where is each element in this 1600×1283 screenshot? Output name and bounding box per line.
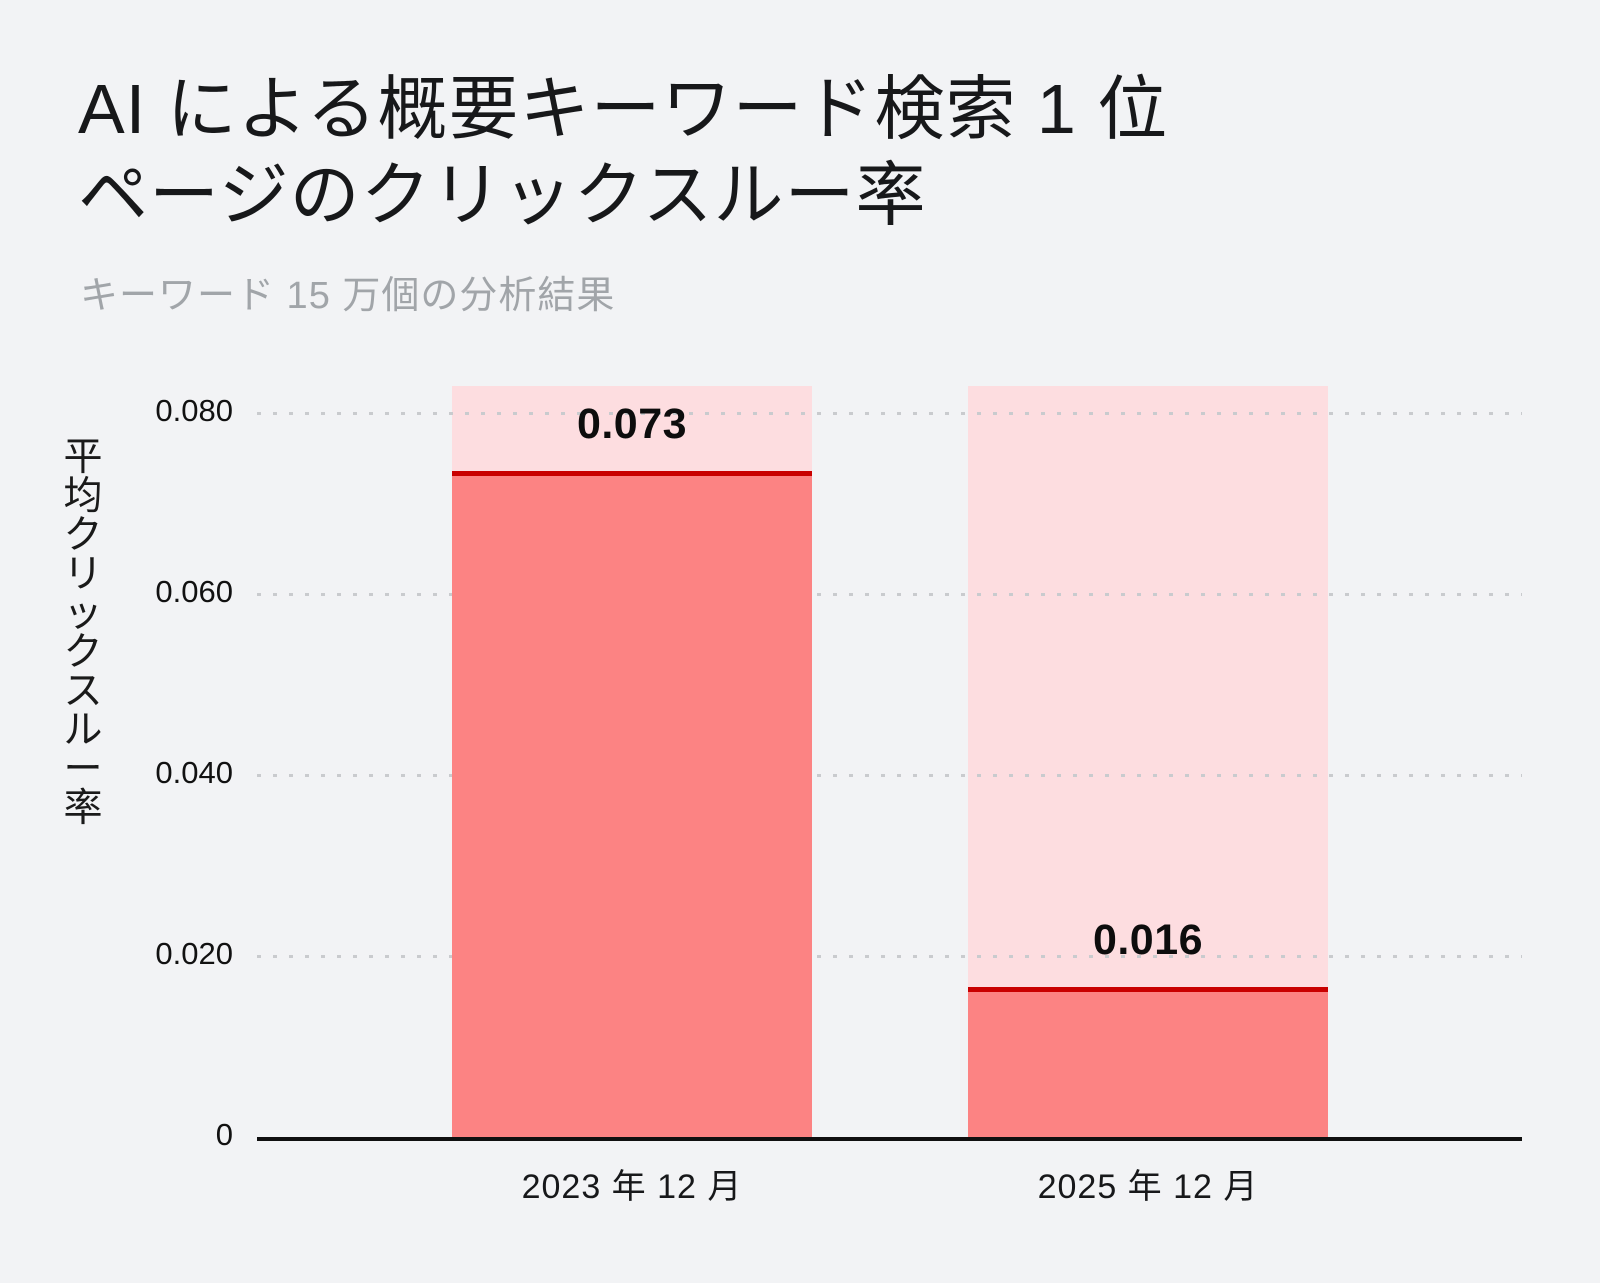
y-axis-title-char: リ <box>63 553 103 596</box>
y-axis-title-char: ー <box>63 748 103 791</box>
y-tick-label: 0.060 <box>155 574 233 610</box>
y-axis-title-char: 均 <box>63 475 103 518</box>
bar-marker-line <box>452 471 812 476</box>
y-axis-title-char: 率 <box>63 787 103 830</box>
bar-fill <box>452 476 812 1137</box>
x-axis-label: 2023 年 12 月 <box>521 1168 743 1206</box>
y-tick-label: 0.040 <box>155 755 233 791</box>
bar-value-label: 0.016 <box>1092 916 1204 964</box>
y-axis-title-char: ル <box>63 709 103 752</box>
gridline-0.020 <box>257 955 1522 959</box>
y-axis-title-char: ク <box>63 631 103 674</box>
plot-area: 0 0.020 0.040 0.060 0.080 0.073 2023 年 12 月 0.0… <box>155 386 1522 1206</box>
gridline-0.040 <box>257 774 1522 778</box>
bar-value-label: 0.073 <box>576 400 688 448</box>
y-axis-title-char: ス <box>63 670 103 713</box>
chart-subtitle: キーワード 15 万個の分析結果 <box>80 275 616 317</box>
y-axis-title-char: 平 <box>63 436 103 479</box>
gridline-0.080 <box>257 412 1522 416</box>
x-axis-line <box>257 1137 1522 1141</box>
chart-title: AI による概要キーワード検索 1 位 ページのクリックスルー率 <box>78 70 1169 234</box>
y-tick-label: 0 <box>215 1117 233 1152</box>
bar-marker-line <box>968 987 1328 992</box>
y-tick-label: 0.020 <box>155 936 233 972</box>
bar-fill <box>968 992 1328 1137</box>
y-axis-title-char: ク <box>63 514 103 557</box>
y-axis-title: 平均クリックスルー率 <box>52 438 114 828</box>
y-tick-label: 0.080 <box>155 393 233 429</box>
gridline-0.060 <box>257 593 1522 597</box>
y-axis-title-char: ッ <box>63 592 103 635</box>
x-axis-label: 2025 年 12 月 <box>1037 1168 1259 1206</box>
